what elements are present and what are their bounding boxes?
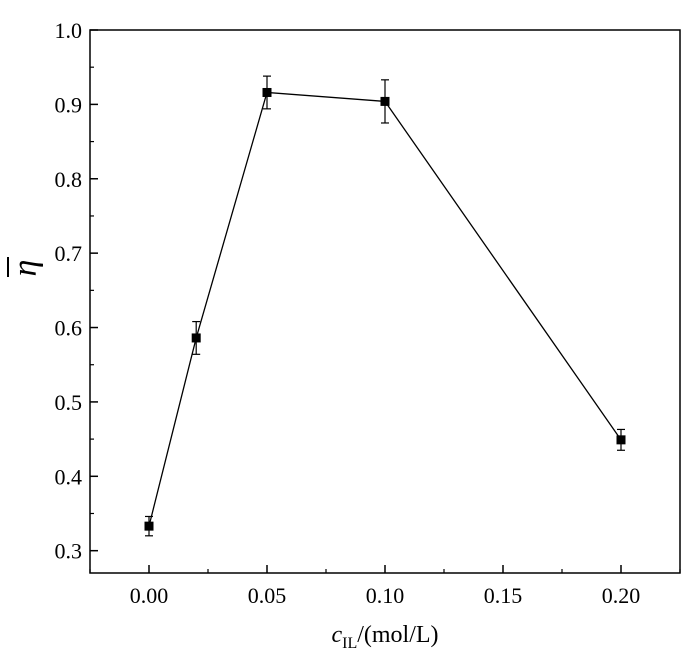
- data-point: [616, 435, 626, 445]
- y-tick-label: 0.3: [55, 539, 83, 564]
- x-tick-label: 0.20: [602, 583, 641, 608]
- data-point: [262, 87, 272, 97]
- x-tick-label: 0.00: [130, 583, 169, 608]
- data-point: [144, 521, 154, 531]
- x-axis: 0.00 0.05 0.10 0.15 0.20: [89, 565, 681, 608]
- y-tick-label: 0.9: [55, 92, 83, 117]
- data-point: [191, 333, 201, 343]
- y-axis-title: η: [7, 257, 44, 277]
- x-axis-unit: /(mol/L): [357, 622, 438, 648]
- y-tick-label: 1.0: [55, 18, 83, 43]
- series-line: [148, 91, 622, 527]
- y-axis: 0.3 0.4 0.5 0.6 0.7 0.8 0.9 1.0: [55, 18, 98, 564]
- y-tick-label: 0.5: [55, 390, 83, 415]
- x-axis-title: cIL/(mol/L): [331, 622, 438, 652]
- x-tick-label: 0.05: [248, 583, 287, 608]
- x-axis-symbol: c: [331, 622, 342, 648]
- x-axis-subscript: IL: [342, 635, 357, 652]
- y-tick-label: 0.7: [55, 241, 83, 266]
- y-tick-label: 0.8: [55, 167, 83, 192]
- data-series: [144, 75, 626, 537]
- x-tick-label: 0.15: [484, 583, 523, 608]
- y-tick-label: 0.6: [55, 316, 83, 341]
- x-tick-label: 0.10: [366, 583, 405, 608]
- y-axis-symbol: η: [7, 260, 44, 277]
- data-point: [380, 96, 390, 106]
- y-tick-label: 0.4: [55, 464, 83, 489]
